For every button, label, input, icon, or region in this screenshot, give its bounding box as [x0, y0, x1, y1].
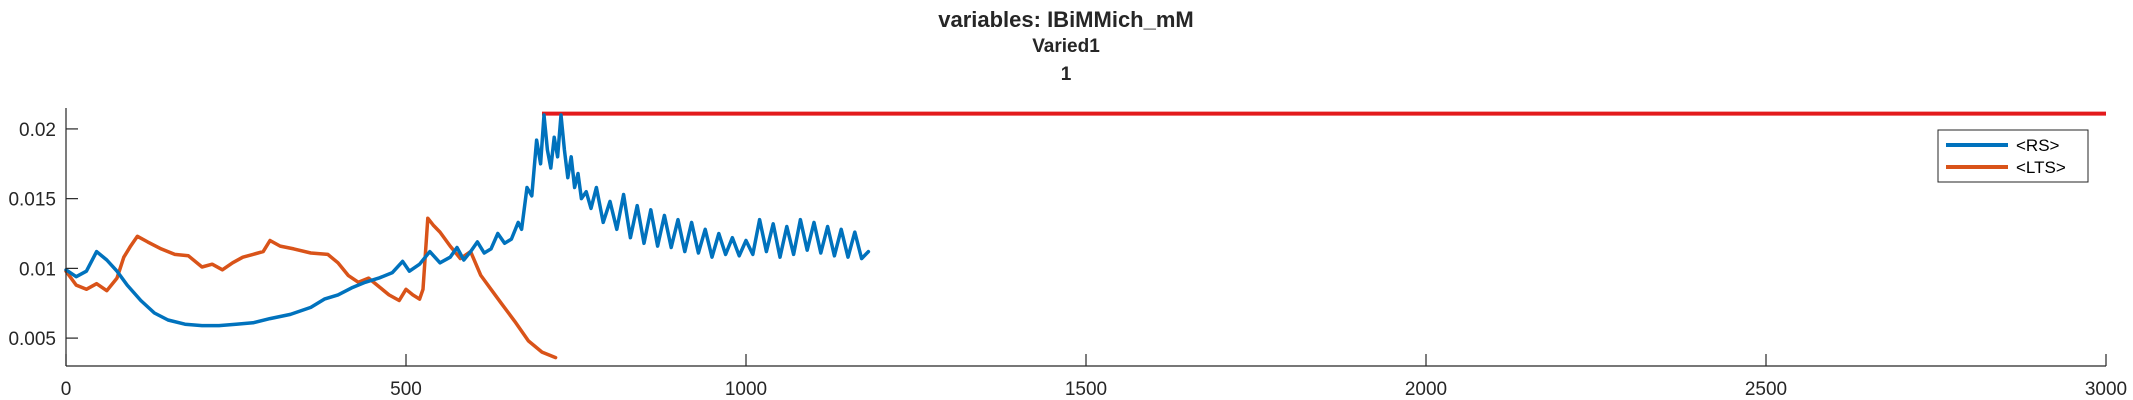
x-tick-label: 2500: [1745, 379, 1787, 400]
y-tick-label: 0.02: [19, 120, 56, 141]
legend-label-rs: <RS>: [2016, 136, 2060, 155]
x-tick-label: 1500: [1065, 379, 1107, 400]
x-tick-label: 0: [61, 379, 72, 400]
chart-subtitle-2: 1: [1061, 64, 1072, 85]
x-tick-label: 3000: [2085, 379, 2127, 400]
y-tick-label: 0.01: [19, 259, 56, 280]
axes-layer: 0 500 1000 1500 2000 2500 3000 0.005 0.01 0.015 0.…: [8, 108, 2127, 400]
y-tick-label: 0.005: [8, 329, 56, 350]
x-tick-label: 500: [390, 379, 422, 400]
x-tick-label: 1000: [725, 379, 767, 400]
legend-label-lts: <LTS>: [2016, 158, 2066, 177]
legend: <RS> <LTS>: [1937, 129, 2089, 183]
series-line-rs: [64, 113, 871, 328]
chart-title: variables: IBiMMich_mM: [938, 7, 1194, 32]
legend-box: [1937, 129, 2089, 183]
chart-subtitle: Varied1: [1032, 36, 1100, 57]
series-layer: [64, 111, 2106, 360]
x-tick-label: 2000: [1405, 379, 1447, 400]
y-tick-label: 0.015: [8, 190, 56, 211]
series-line-lts: [64, 216, 558, 360]
